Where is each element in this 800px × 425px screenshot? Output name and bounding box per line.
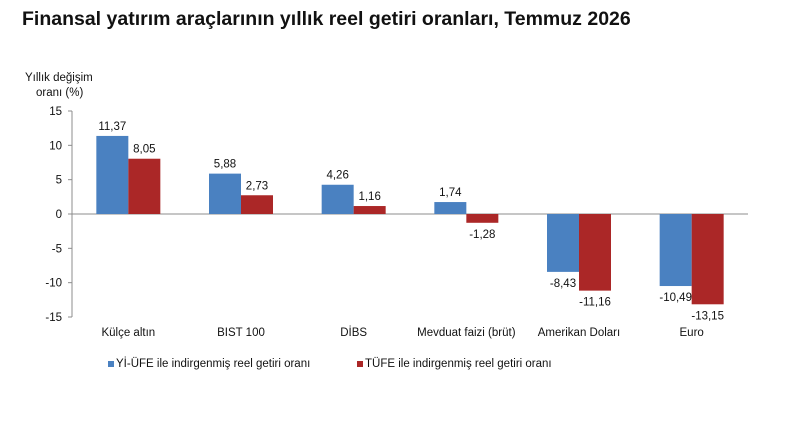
x-category-label: Mevduat faizi (brüt) (417, 327, 516, 339)
y-tick-label: -15 (45, 312, 62, 324)
data-label: 2,73 (246, 180, 268, 192)
x-category-label: DİBS (340, 326, 367, 339)
data-label: 1,74 (439, 187, 462, 199)
data-label: 5,88 (214, 159, 236, 171)
legend-label: TÜFE ile indirgenmiş reel getiri oranı (365, 358, 552, 370)
bar-tufe (579, 214, 611, 291)
bar-yiufe (434, 202, 467, 214)
data-label: -10,49 (659, 292, 692, 304)
chart-title: Finansal yatırım araçlarının yıllık reel… (22, 8, 631, 30)
bar-tufe (466, 214, 499, 223)
y-axis-title: Yıllık değişim (25, 72, 93, 84)
bar-tufe (353, 206, 386, 214)
y-tick-label: 15 (49, 106, 62, 118)
bar-tufe (241, 195, 273, 214)
data-label: -13,15 (691, 310, 724, 322)
x-category-label: BIST 100 (217, 327, 265, 339)
x-category-label: Külçe altın (101, 327, 155, 339)
legend-swatch (108, 361, 114, 367)
y-tick-label: -10 (45, 278, 62, 290)
bar-yiufe (96, 135, 129, 214)
y-tick-label: 10 (49, 140, 62, 152)
bars (96, 135, 724, 305)
x-category-label: Euro (680, 327, 704, 339)
y-axis-title: oranı (%) (36, 87, 83, 99)
y-tick-label: 0 (56, 209, 62, 221)
y-tick-label: 5 (56, 175, 62, 187)
data-label: -11,16 (579, 297, 611, 309)
legend-label: Yİ-ÜFE ile indirgenmiş reel getiri oranı (116, 357, 310, 370)
legend-swatch (357, 361, 363, 367)
bar-tufe (691, 214, 724, 305)
legend: Yİ-ÜFE ile indirgenmiş reel getiri oranı… (108, 357, 552, 370)
y-tick-label: -5 (52, 243, 62, 255)
data-label: -1,28 (469, 229, 495, 241)
data-labels: 11,378,055,882,734,261,16 1,74-1,28-8,43-… (98, 121, 724, 322)
bar-yiufe (547, 214, 579, 272)
bar-yiufe (209, 173, 241, 214)
axes: 15 10 5 0 -5 -10 -15 Yıllık değişim oranı (%) Kül… (25, 72, 748, 339)
bar-yiufe (321, 184, 354, 214)
data-label: 4,26 (326, 170, 348, 182)
data-label: 8,05 (133, 144, 155, 156)
data-label: -8,43 (550, 278, 576, 290)
bar-tufe (128, 158, 161, 214)
x-category-label: Amerikan Doları (538, 327, 620, 339)
data-label: 1,16 (358, 191, 380, 203)
bar-yiufe (659, 214, 692, 287)
data-label: 11,37 (98, 121, 126, 133)
